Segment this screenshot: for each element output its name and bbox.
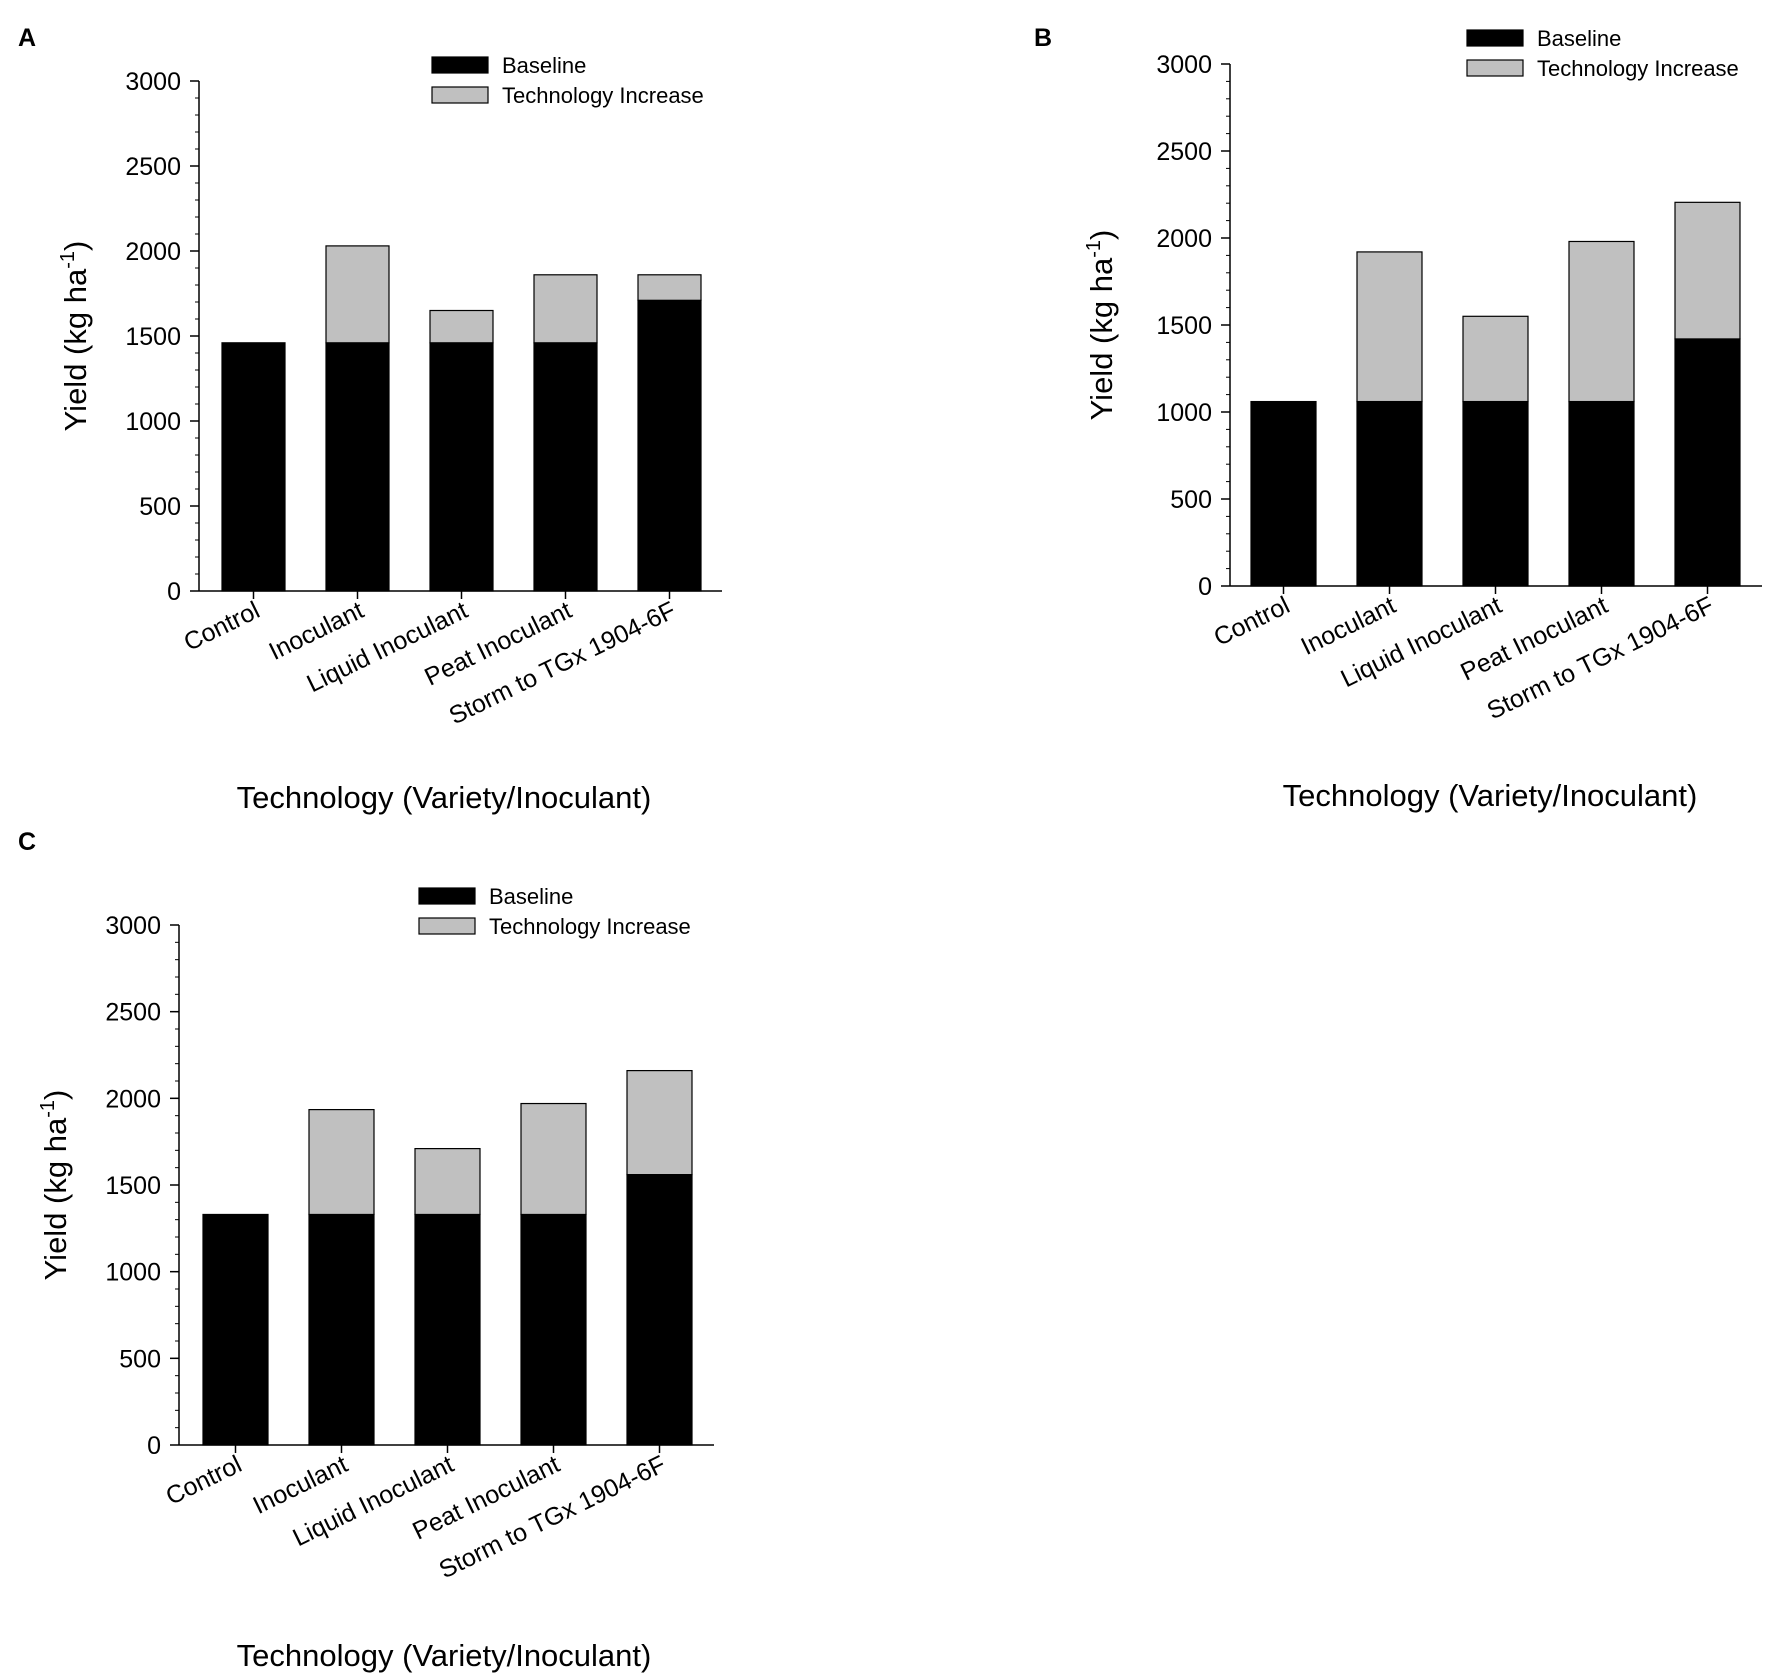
legend-swatch-technology-increase — [431, 86, 489, 104]
bar-technology-increase — [308, 1108, 375, 1216]
bar-technology-increase — [1462, 315, 1529, 403]
y-tick-label: 1000 — [125, 408, 181, 436]
y-tick-label: 500 — [1170, 486, 1212, 514]
y-axis-title-main: Yield (kg ha — [38, 1117, 73, 1280]
bar-baseline — [1568, 400, 1635, 587]
legend-label-baseline: Baseline — [489, 884, 573, 909]
y-axis-title-sup: -1 — [57, 251, 79, 269]
panel-label: A — [18, 24, 36, 52]
y-axis-title-sup: -1 — [37, 1100, 59, 1118]
y-axis-title-sup: -1 — [1083, 240, 1105, 258]
bar-technology-increase — [1568, 240, 1635, 403]
bar-baseline — [429, 342, 494, 592]
y-axis-title-main: Yield (kg ha — [1084, 257, 1119, 420]
legend-label-technology-increase: Technology Increase — [1537, 56, 1739, 81]
y-tick-label: 1500 — [125, 323, 181, 351]
x-axis-title: Technology (Variety/Inoculant) — [237, 1638, 652, 1673]
bar-baseline — [221, 342, 286, 592]
bar-technology-increase — [325, 245, 390, 344]
legend-swatch-baseline — [418, 887, 476, 905]
y-tick-label: 3000 — [125, 68, 181, 96]
x-tick-label: Control — [161, 1450, 246, 1510]
y-axis-title: Yield (kg ha-1) — [57, 241, 93, 432]
y-axis-title-close: ) — [58, 241, 93, 251]
legend-label-technology-increase: Technology Increase — [489, 914, 691, 939]
y-tick-label: 1500 — [1156, 312, 1212, 340]
y-tick-label: 500 — [139, 493, 181, 521]
y-axis-title-main: Yield (kg ha — [58, 268, 93, 431]
y-tick-label: 2500 — [125, 153, 181, 181]
y-tick-label: 1500 — [105, 1172, 161, 1200]
x-axis-title: Technology (Variety/Inoculant) — [1283, 778, 1698, 813]
bar-baseline — [414, 1213, 481, 1446]
y-axis-title: Yield (kg ha-1) — [1083, 230, 1119, 421]
bar-baseline — [626, 1173, 693, 1446]
y-tick-label: 0 — [147, 1432, 161, 1460]
y-axis-title-close: ) — [1084, 230, 1119, 240]
bar-baseline — [1462, 400, 1529, 587]
y-tick-label: 0 — [167, 578, 181, 606]
y-tick-label: 0 — [1198, 573, 1212, 601]
y-axis-title: Yield (kg ha-1) — [37, 1090, 73, 1281]
bar-baseline — [1356, 400, 1423, 587]
y-tick-label: 1000 — [105, 1259, 161, 1287]
legend: Baseline Technology Increase — [1466, 26, 1739, 81]
bar-baseline — [533, 342, 598, 592]
legend: Baseline Technology Increase — [431, 53, 704, 108]
y-tick-label: 2000 — [105, 1085, 161, 1113]
panel-label: C — [18, 828, 36, 856]
y-tick-label: 3000 — [105, 912, 161, 940]
bar-baseline — [325, 342, 390, 592]
bar-technology-increase — [1356, 251, 1423, 403]
bar-baseline — [308, 1213, 375, 1446]
bar-technology-increase — [533, 274, 598, 344]
legend-swatch-technology-increase — [1466, 59, 1524, 77]
y-tick-label: 500 — [119, 1345, 161, 1373]
y-tick-label: 2000 — [125, 238, 181, 266]
x-tick-label: Control — [1209, 591, 1294, 651]
bar-baseline — [1674, 338, 1741, 587]
legend-swatch-technology-increase — [418, 917, 476, 935]
bars — [1250, 201, 1741, 587]
bar-technology-increase — [429, 309, 494, 344]
y-tick-label: 3000 — [1156, 51, 1212, 79]
legend-label-baseline: Baseline — [1537, 26, 1621, 51]
panel-label: B — [1034, 24, 1052, 52]
legend-label-technology-increase: Technology Increase — [502, 83, 704, 108]
legend: Baseline Technology Increase — [418, 884, 691, 939]
y-tick-label: 2000 — [1156, 225, 1212, 253]
y-tick-label: 1000 — [1156, 399, 1212, 427]
bar-technology-increase — [520, 1102, 587, 1216]
bars — [202, 1069, 693, 1446]
x-tick-label: Control — [179, 596, 264, 656]
y-tick-label: 2500 — [105, 999, 161, 1027]
bar-technology-increase — [1674, 201, 1741, 340]
y-axis-title-close: ) — [38, 1090, 73, 1100]
bar-baseline — [1250, 400, 1317, 587]
bars — [221, 245, 702, 592]
legend-swatch-baseline — [431, 56, 489, 74]
bar-baseline — [637, 299, 702, 592]
legend-swatch-baseline — [1466, 29, 1524, 47]
bar-technology-increase — [626, 1069, 693, 1176]
bar-technology-increase — [637, 274, 702, 301]
x-axis-title: Technology (Variety/Inoculant) — [237, 780, 652, 815]
bar-baseline — [520, 1213, 587, 1446]
y-tick-label: 2500 — [1156, 138, 1212, 166]
bar-technology-increase — [414, 1147, 481, 1216]
bar-baseline — [202, 1213, 269, 1446]
legend-label-baseline: Baseline — [502, 53, 586, 78]
